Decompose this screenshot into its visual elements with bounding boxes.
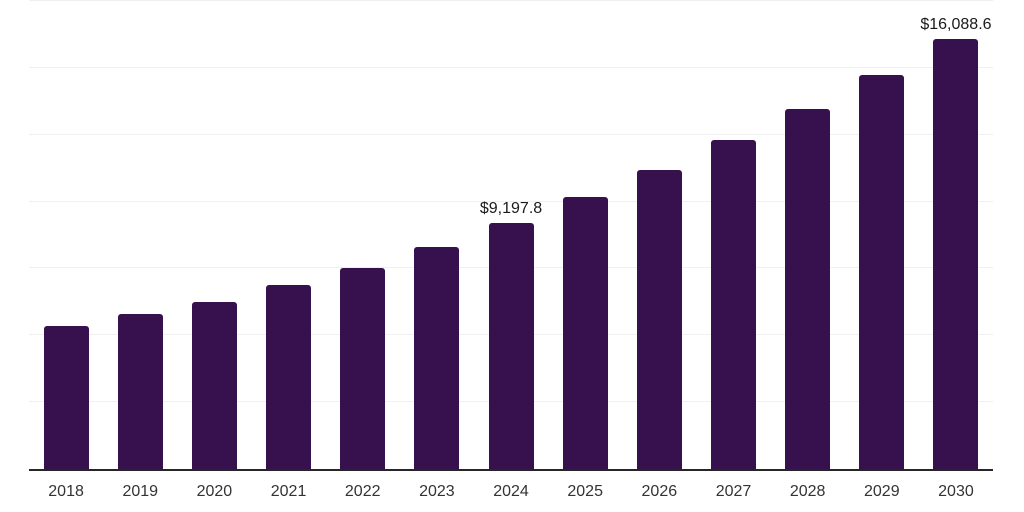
- bar-2022: [340, 267, 386, 469]
- x-tick-label-2029: 2029: [864, 483, 900, 500]
- x-tick-label-2024: 2024: [493, 483, 529, 500]
- gridline: [29, 200, 993, 202]
- x-tick-label-2023: 2023: [419, 483, 455, 500]
- bar-2026: [636, 170, 682, 469]
- bar-2023: [414, 247, 460, 469]
- bar-slot-2018: [29, 1, 103, 469]
- x-tick-label-2026: 2026: [641, 483, 678, 500]
- bar-slot-2022: [326, 1, 400, 469]
- bar-slot-2030: $16,088.6: [919, 1, 993, 469]
- bar-2027: [710, 140, 756, 469]
- bar-slot-2021: [251, 1, 325, 469]
- bar-value-label-2024: $9,197.8: [479, 200, 543, 218]
- bar-slot-2023: [400, 1, 474, 469]
- gridline: [29, 0, 993, 1]
- x-tick-label-2020: 2020: [196, 483, 233, 500]
- x-tick-label-2019: 2019: [122, 483, 159, 500]
- bar-value-label-2030: $16,088.6: [920, 15, 992, 33]
- bar-2029: [859, 75, 905, 469]
- plot-area: $9,197.8 $16,088.6: [29, 0, 993, 471]
- bar-2020: [191, 301, 237, 469]
- bar-2018: [43, 325, 89, 469]
- bar-2028: [785, 109, 831, 469]
- bar-slot-2020: [177, 1, 251, 469]
- bar-2025: [562, 197, 608, 469]
- gridline: [29, 133, 993, 135]
- x-tick-label-2022: 2022: [344, 483, 381, 500]
- bar-slot-2028: [771, 1, 845, 469]
- x-tick-label-2025: 2025: [567, 483, 603, 500]
- bar-slot-2025: [548, 1, 622, 469]
- x-tick-label-2028: 2028: [789, 483, 826, 500]
- bar-slot-2026: [622, 1, 696, 469]
- x-tick-label-2030: 2030: [938, 483, 974, 500]
- bar-slot-2019: [103, 1, 177, 469]
- bar-2019: [117, 313, 163, 469]
- bar-slot-2024: $9,197.8: [474, 1, 548, 469]
- bar-slot-2027: [696, 1, 770, 469]
- bar-2024: $9,197.8: [480, 200, 542, 469]
- bars-container: $9,197.8 $16,088.6: [29, 1, 993, 469]
- bar-2021: [266, 285, 312, 469]
- x-tick-label-2027: 2027: [715, 483, 752, 500]
- gridline: [29, 66, 993, 68]
- bar-slot-2029: [845, 1, 919, 469]
- x-tick-label-2018: 2018: [48, 483, 84, 500]
- x-axis: 2018 2019 2020 2021 2022 2023 2024 2025 2026 2027…: [29, 483, 993, 501]
- x-tick-label-2021: 2021: [270, 483, 307, 500]
- bar-2030: $16,088.6: [920, 16, 992, 469]
